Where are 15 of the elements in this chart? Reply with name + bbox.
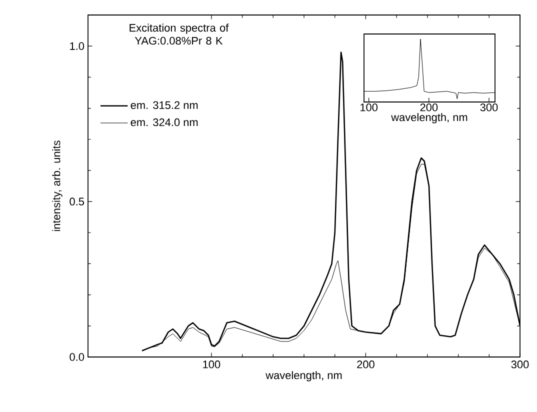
y-axis-title: intensity, arb. units: [52, 140, 62, 232]
y-tick-label: 1.0: [70, 42, 84, 50]
legend-label: em. 315.2 nm: [130, 101, 198, 110]
y-tick-label: 0.0: [70, 353, 84, 361]
text: Excitation spectra of YAG:0.08%Pr 8 K: [130, 24, 229, 45]
y-tick-label: 0.5: [70, 198, 84, 206]
x-tick-label: 100: [203, 360, 220, 368]
legend-label: em. 324.0 nm: [130, 118, 198, 126]
x-tick-label: 300: [480, 104, 498, 112]
x-axis-title: wavelength, nm: [266, 371, 342, 382]
x-tick-label: 300: [511, 360, 529, 368]
x-tick-label: 200: [420, 104, 438, 112]
x-axis-title: wavelength, nm: [391, 113, 468, 124]
x-tick-label: 200: [357, 360, 374, 368]
x-tick-label: 100: [360, 104, 378, 112]
